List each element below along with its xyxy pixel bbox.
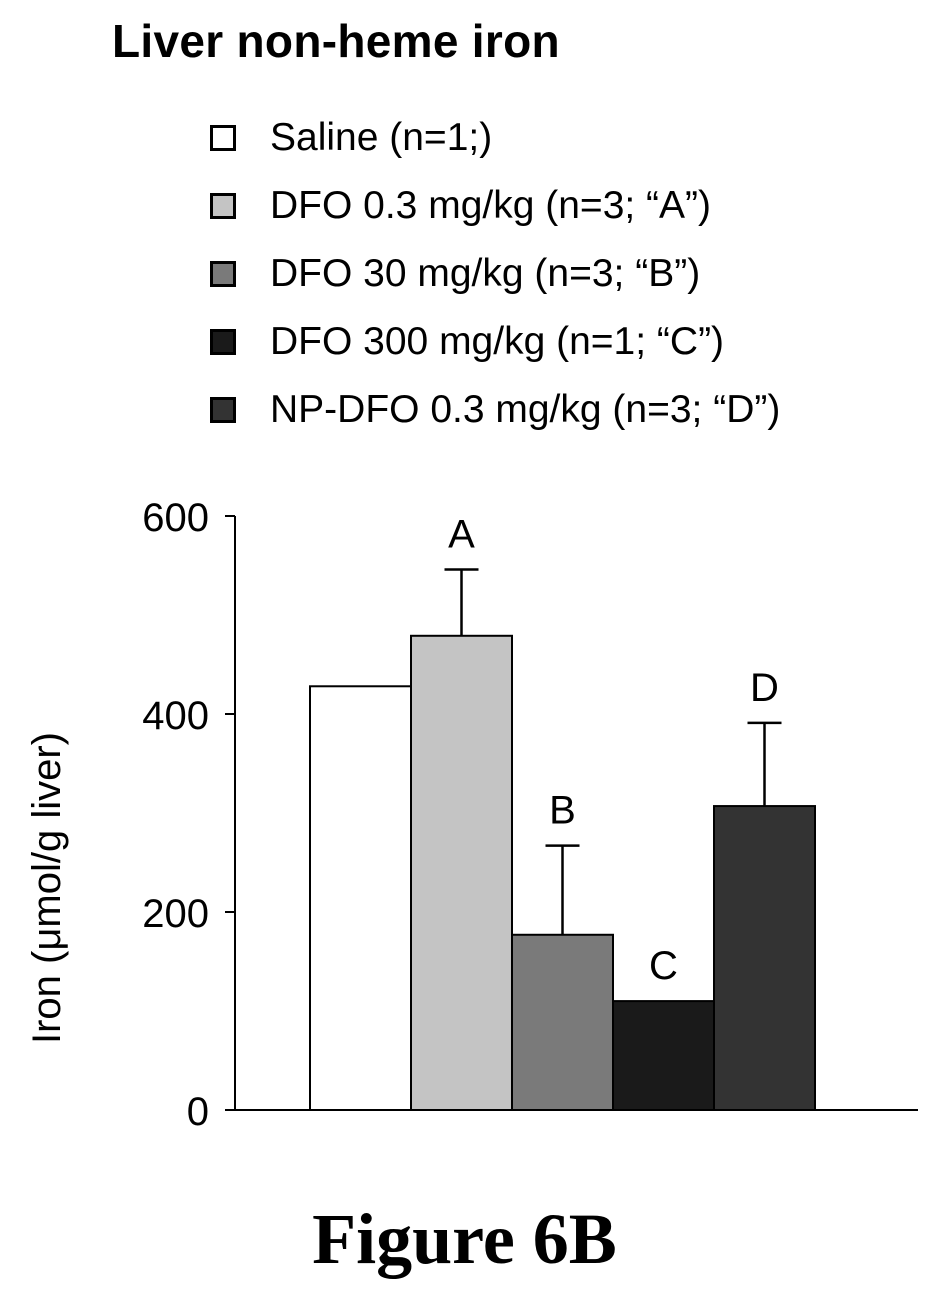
- bar: [511, 933, 614, 1112]
- legend: Saline (n=1;) DFO 0.3 mg/kg (n=3; “A”) DFO…: [210, 104, 780, 444]
- legend-label: DFO 0.3 mg/kg (n=3; “A”): [270, 184, 712, 227]
- chart-title: Liver non-heme iron: [112, 15, 560, 67]
- y-tick-label: 200: [142, 892, 209, 936]
- bar-label: A: [448, 512, 475, 556]
- y-tick-label: 0: [187, 1090, 209, 1134]
- y-tick-label: 600: [142, 496, 209, 540]
- legend-item: DFO 30 mg/kg (n=3; “B”): [210, 240, 780, 308]
- legend-label: DFO 300 mg/kg (n=1; “C”): [270, 320, 725, 363]
- legend-swatch: [210, 261, 236, 287]
- legend-item: DFO 0.3 mg/kg (n=3; “A”): [210, 172, 780, 240]
- bar-label: B: [549, 789, 576, 833]
- bar: [309, 685, 412, 1112]
- legend-swatch: [210, 329, 236, 355]
- figure-caption: Figure 6B: [312, 1199, 617, 1279]
- legend-label: DFO 30 mg/kg (n=3; “B”): [270, 252, 701, 295]
- legend-label: NP-DFO 0.3 mg/kg (n=3; “D”): [270, 388, 781, 431]
- legend-swatch: [210, 193, 236, 219]
- legend-swatch: [210, 125, 236, 151]
- bar-label: D: [750, 666, 779, 710]
- legend-item: DFO 300 mg/kg (n=1; “C”): [210, 308, 780, 376]
- bar-chart: 0 200 400 600 Iron (μmol/g liver) A B C D: [25, 496, 918, 1134]
- bar: [612, 1000, 715, 1111]
- bar: [410, 634, 513, 1111]
- y-tick-label: 400: [142, 694, 209, 738]
- bar: [713, 805, 816, 1111]
- bar-label: C: [649, 944, 678, 988]
- legend-label: Saline (n=1;): [270, 116, 493, 159]
- y-axis-label: Iron (μmol/g liver): [25, 732, 69, 1044]
- legend-swatch: [210, 397, 236, 423]
- legend-item: Saline (n=1;): [210, 104, 780, 172]
- legend-item: NP-DFO 0.3 mg/kg (n=3; “D”): [210, 376, 780, 444]
